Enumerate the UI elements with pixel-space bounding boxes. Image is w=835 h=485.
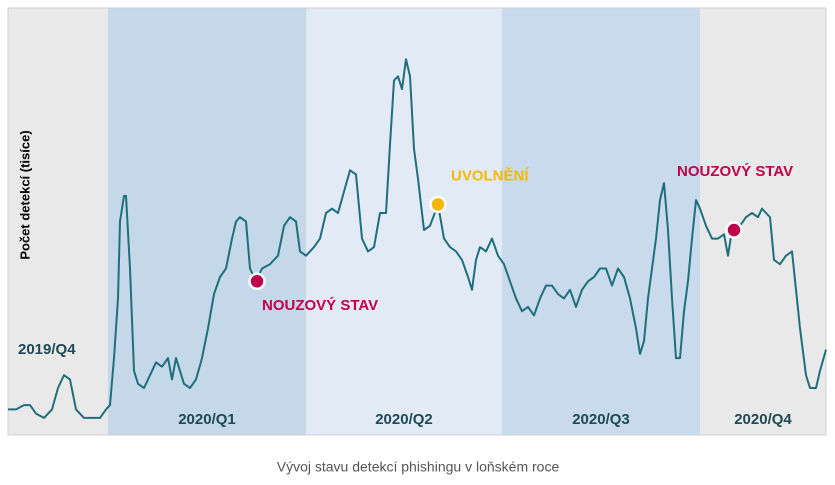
y-axis-label: Počet detekcí (tisíce) (17, 130, 32, 259)
quarter-band (700, 8, 826, 435)
quarter-band (502, 8, 700, 435)
event-label: NOUZOVÝ STAV (262, 296, 378, 314)
quarter-label: 2020/Q3 (572, 411, 630, 428)
data-line (8, 58, 827, 419)
event-marker (429, 195, 447, 214)
quarter-band (8, 8, 108, 435)
event-marker (725, 221, 743, 239)
quarter-label: 2020/Q1 (178, 411, 236, 428)
event-label: NOUZOVÝ STAV (677, 162, 793, 180)
caption: Vývoj stavu detekcí phishingu v loňském … (277, 459, 560, 475)
plot-border (7, 7, 827, 436)
event-label: UVOLNĚNÍ (451, 166, 529, 184)
quarter-label: 2020/Q2 (375, 411, 433, 428)
quarter-label: 2020/Q4 (734, 411, 792, 428)
quarter-label: 2019/Q4 (18, 341, 76, 358)
quarter-band (108, 8, 306, 435)
event-marker (248, 272, 266, 291)
